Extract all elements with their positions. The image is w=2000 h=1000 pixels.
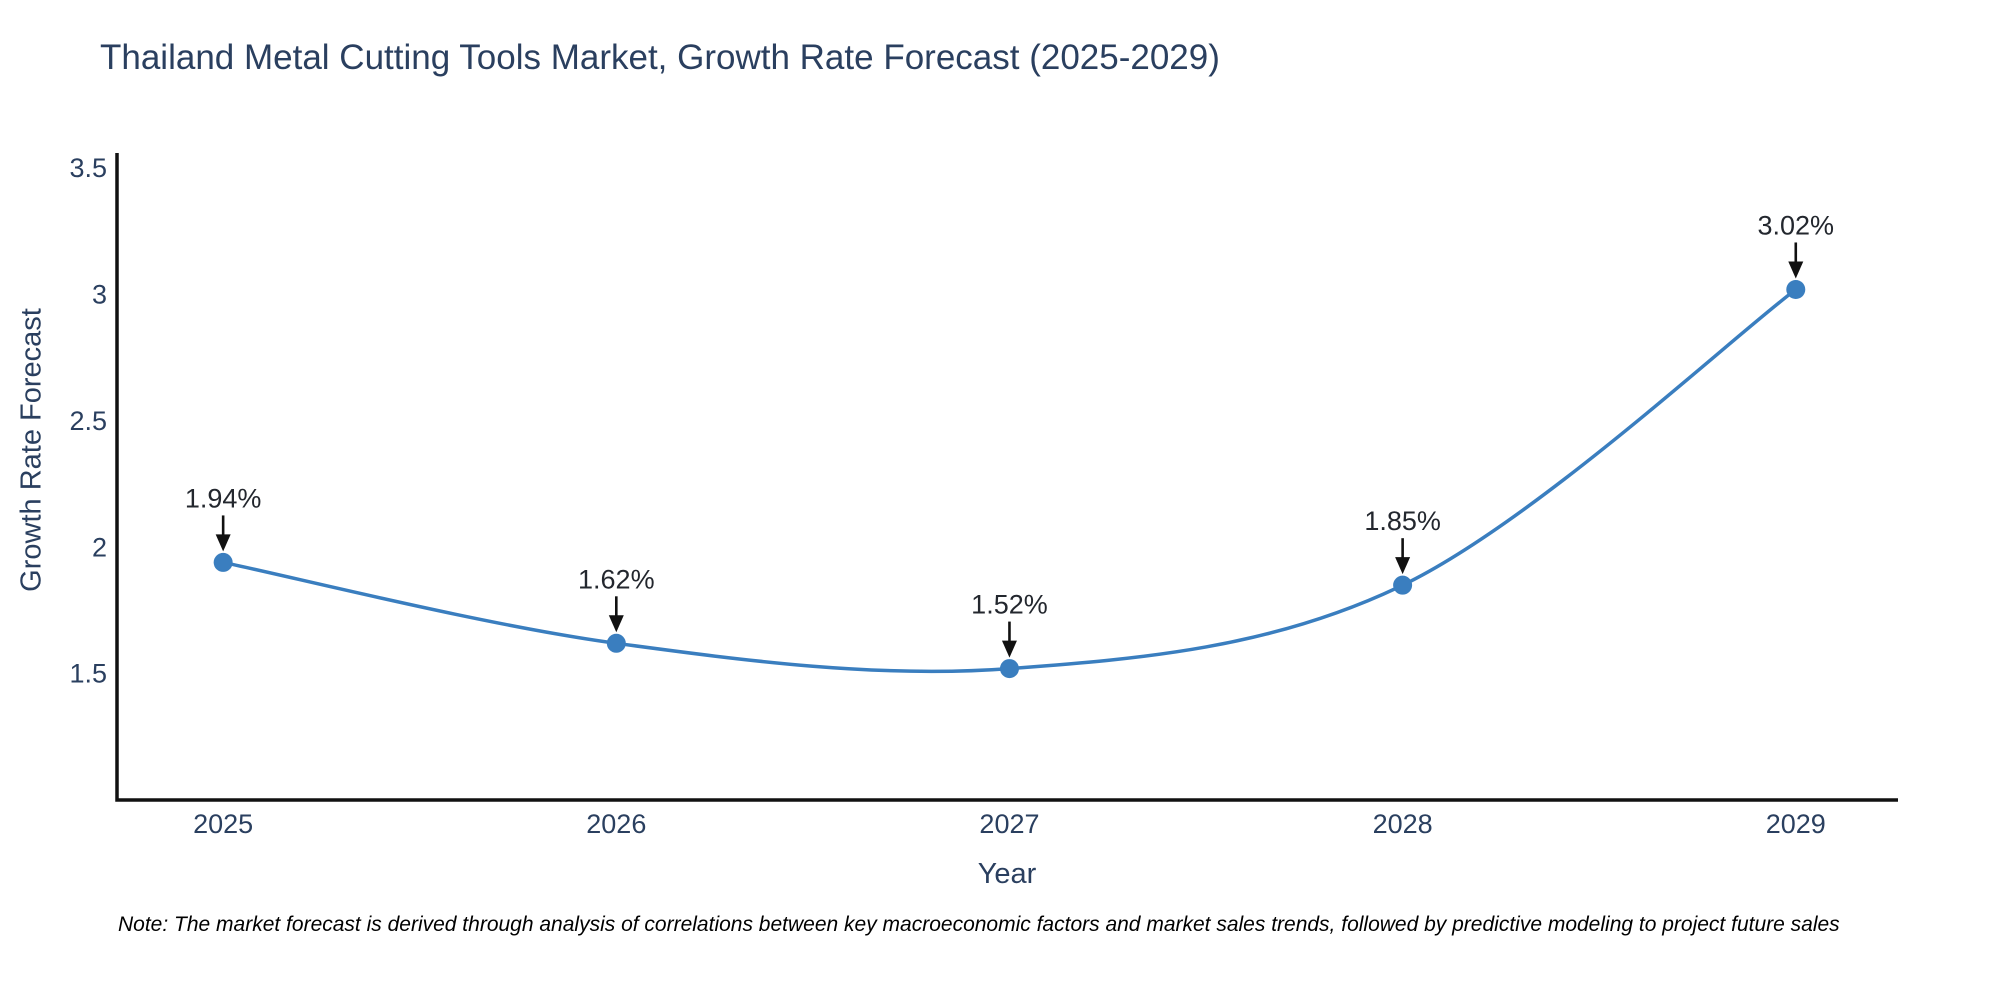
data-point — [606, 633, 626, 653]
data-point — [1393, 575, 1413, 595]
annotation-arrowhead — [1788, 261, 1804, 279]
y-tick-label: 2 — [92, 532, 107, 562]
annotation-arrowhead — [215, 534, 231, 552]
data-point — [999, 659, 1019, 679]
annotation-arrowhead — [1395, 557, 1411, 575]
axis-lines — [115, 153, 1898, 802]
point-value-label: 1.62% — [578, 564, 655, 594]
y-tick-label: 3.5 — [69, 153, 107, 183]
x-tick-label: 2028 — [1373, 809, 1433, 839]
x-tick-label: 2025 — [193, 809, 253, 839]
x-axis-title: Year — [977, 858, 1037, 890]
x-tick-label: 2029 — [1766, 809, 1826, 839]
y-tick-label: 2.5 — [69, 406, 107, 436]
x-tick-label: 2026 — [586, 809, 646, 839]
point-value-label: 3.02% — [1757, 210, 1834, 240]
data-point — [1786, 279, 1806, 299]
point-value-label: 1.94% — [185, 483, 262, 513]
x-tick-label: 2027 — [979, 809, 1039, 839]
footnote: Note: The market forecast is derived thr… — [118, 913, 1840, 936]
annotation-arrowhead — [1001, 640, 1017, 658]
data-point — [213, 552, 233, 572]
point-value-label: 1.85% — [1364, 506, 1441, 536]
y-tick-label: 3 — [92, 280, 107, 310]
y-axis-title: Growth Rate Forecast — [15, 308, 48, 592]
trend-line — [221, 287, 1798, 674]
chart-title: Thailand Metal Cutting Tools Market, Gro… — [100, 38, 1220, 77]
y-tick-label: 1.5 — [69, 659, 107, 689]
point-value-label: 1.52% — [971, 590, 1048, 620]
annotation-arrowhead — [608, 615, 624, 633]
